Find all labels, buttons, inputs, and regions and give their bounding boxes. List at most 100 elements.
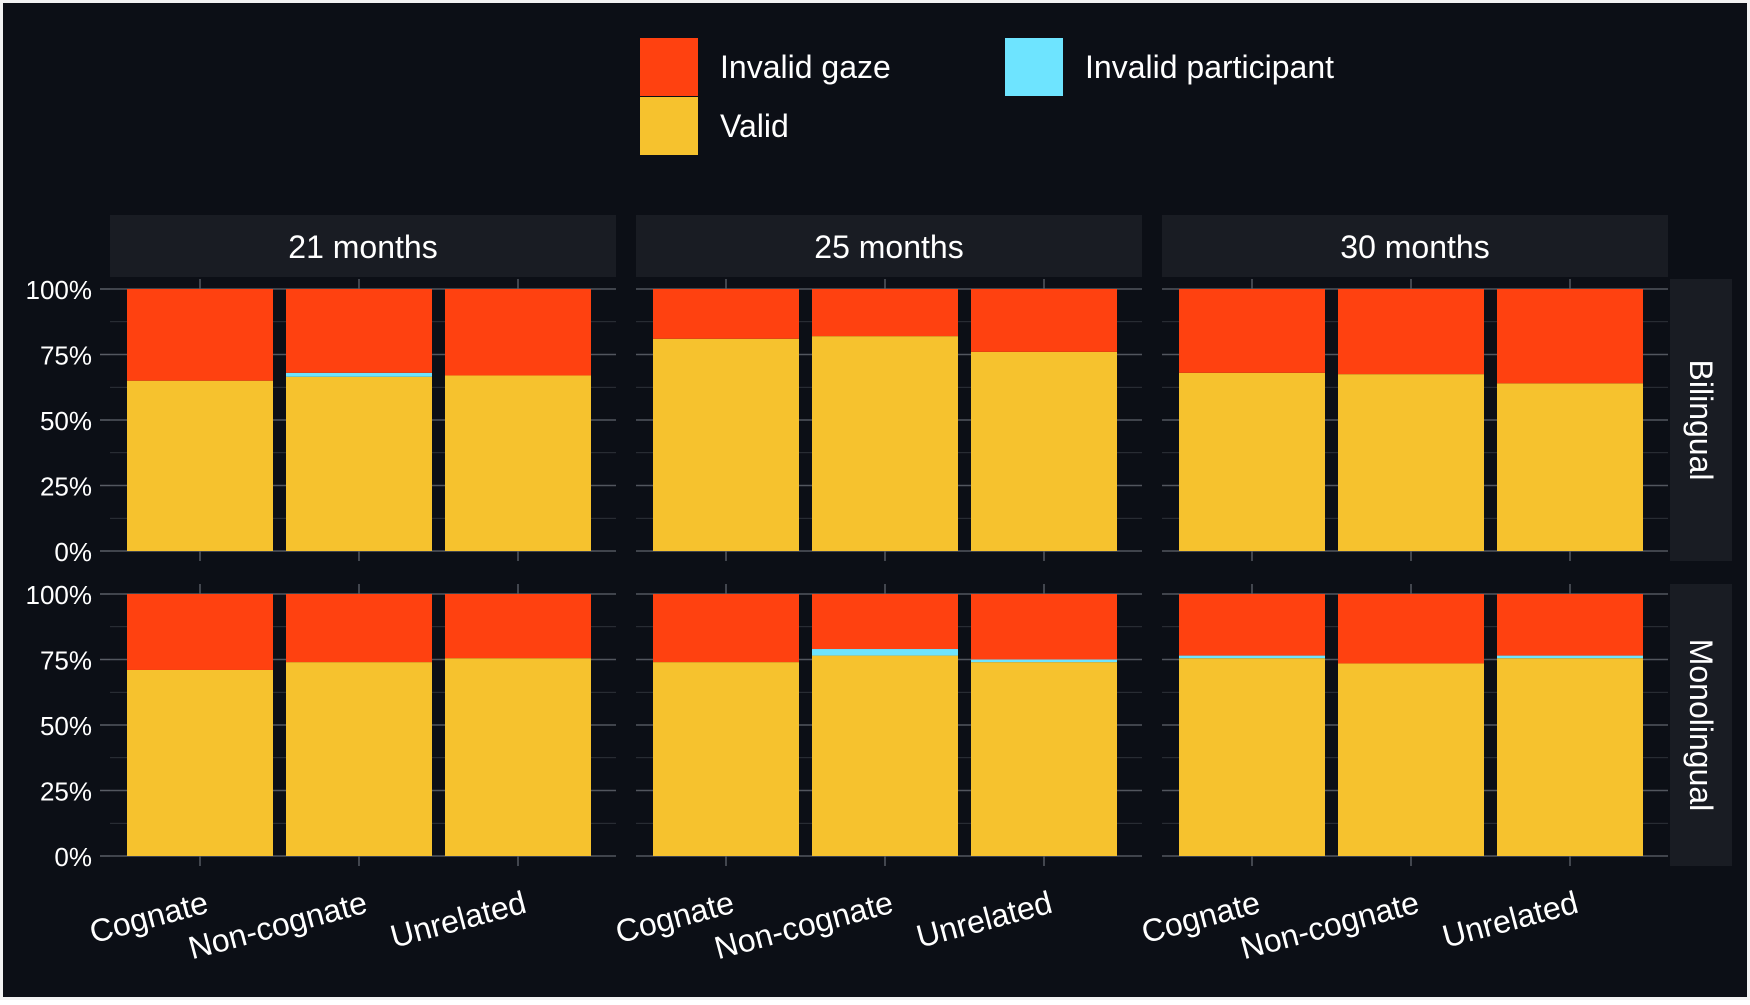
y-tick-label: 50% — [40, 711, 92, 741]
bar-segment-invalid-gaze — [1497, 289, 1643, 384]
bar-stack-non-cognate — [1338, 594, 1484, 856]
bar-stack-non-cognate — [286, 289, 432, 551]
bar-segment-invalid-gaze — [1179, 289, 1325, 373]
strip-row-label: Bilingual — [1683, 360, 1719, 481]
bar-segment-valid — [1497, 658, 1643, 856]
y-axis-row-2: 0% 25% 50% 75% 100% — [26, 580, 110, 872]
bar-segment-valid — [445, 375, 591, 551]
y-axis-row-1: 0% 25% 50% 75% 100% — [26, 275, 110, 567]
strip-col-bg — [636, 215, 1142, 277]
bar-segment-valid — [1497, 383, 1643, 551]
bar-segment-invalid-gaze — [1497, 594, 1643, 656]
bar-segment-invalid-gaze — [445, 289, 591, 376]
bar-segment-invalid-gaze — [971, 594, 1117, 660]
strip-row-monolingual: Monolingual — [1670, 584, 1732, 866]
strip-col-25-months: 25 months — [636, 215, 1142, 277]
bar-segment-invalid-gaze — [127, 289, 273, 381]
bar-stack-unrelated — [1497, 289, 1643, 551]
bar-segment-valid — [971, 351, 1117, 551]
bar-stack-unrelated — [445, 594, 591, 856]
bar-stack-non-cognate — [1338, 289, 1484, 551]
bar-segment-valid — [1179, 658, 1325, 856]
panel-bilingual-30-months — [1162, 279, 1668, 561]
y-tick-label: 75% — [40, 341, 92, 371]
panel-bilingual-21-months — [110, 279, 616, 561]
bar-stack-cognate — [653, 594, 799, 856]
bar-segment-invalid-participant — [971, 659, 1117, 663]
bar-segment-invalid-gaze — [1338, 289, 1484, 375]
bar-segment-invalid-gaze — [445, 594, 591, 659]
bar-segment-valid — [812, 336, 958, 551]
y-tick-label: 75% — [40, 646, 92, 676]
bar-segment-valid — [653, 662, 799, 856]
legend-item-invalid-gaze: Invalid gaze — [640, 38, 891, 96]
bar-segment-invalid-gaze — [653, 289, 799, 339]
bar-stack-non-cognate — [812, 594, 958, 856]
strip-col-21-months: 21 months — [110, 215, 616, 277]
legend-item-valid: Valid — [640, 97, 789, 155]
legend-label-valid: Valid — [720, 108, 789, 144]
bar-segment-valid — [445, 658, 591, 856]
bar-segment-valid — [127, 669, 273, 856]
bar-segment-invalid-gaze — [971, 289, 1117, 352]
bar-segment-invalid-gaze — [812, 289, 958, 337]
legend-swatch-invalid-participant — [1005, 38, 1063, 96]
y-tick-label: 25% — [40, 472, 92, 502]
bar-stack-unrelated — [971, 289, 1117, 551]
bar-segment-invalid-gaze — [1179, 594, 1325, 656]
strip-col-bg — [110, 215, 616, 277]
y-tick-label: 25% — [40, 777, 92, 807]
bar-segment-valid — [1179, 372, 1325, 551]
bar-stack-unrelated — [971, 594, 1117, 856]
bar-segment-invalid-gaze — [812, 594, 958, 650]
bar-segment-invalid-gaze — [286, 289, 432, 373]
panel-monolingual-30-months — [1162, 584, 1668, 866]
bar-segment-valid — [1338, 663, 1484, 856]
bar-segment-valid — [653, 338, 799, 551]
bar-segment-valid — [1338, 374, 1484, 551]
strip-col-label: 30 months — [1340, 229, 1489, 265]
bar-segment-invalid-participant — [286, 372, 432, 377]
bar-segment-invalid-gaze — [1338, 594, 1484, 664]
bar-stack-unrelated — [1497, 594, 1643, 856]
strip-col-label: 21 months — [288, 229, 437, 265]
bar-stack-non-cognate — [286, 594, 432, 856]
panel-bilingual-25-months — [636, 279, 1142, 561]
legend-item-invalid-participant: Invalid participant — [1005, 38, 1334, 96]
bar-stack-cognate — [1179, 594, 1325, 856]
bar-stack-cognate — [127, 594, 273, 856]
legend-swatch-valid — [640, 97, 698, 155]
strip-row-bilingual: Bilingual — [1670, 279, 1732, 561]
strip-col-30-months: 30 months — [1162, 215, 1668, 277]
bar-segment-valid — [127, 380, 273, 551]
legend-label-invalid-gaze: Invalid gaze — [720, 49, 891, 85]
bar-segment-invalid-participant — [1497, 655, 1643, 659]
strip-row-label: Monolingual — [1683, 639, 1719, 812]
y-tick-label: 0% — [54, 537, 92, 567]
bar-segment-valid — [812, 655, 958, 856]
panel-monolingual-21-months — [110, 584, 616, 866]
bar-segment-invalid-participant — [1179, 655, 1325, 659]
bar-stack-cognate — [127, 289, 273, 551]
bar-segment-valid — [971, 662, 1117, 856]
bar-segment-invalid-gaze — [286, 594, 432, 663]
y-tick-label: 100% — [26, 275, 93, 305]
strip-row-bg — [1670, 279, 1732, 561]
y-tick-label: 100% — [26, 580, 93, 610]
bar-segment-valid — [286, 662, 432, 856]
strip-col-label: 25 months — [814, 229, 963, 265]
bar-segment-invalid-gaze — [127, 594, 273, 670]
bar-segment-invalid-gaze — [653, 594, 799, 663]
bar-stack-cognate — [1179, 289, 1325, 551]
y-tick-label: 50% — [40, 406, 92, 436]
strip-row-bg — [1670, 584, 1732, 866]
bar-segment-invalid-participant — [812, 649, 958, 656]
strip-col-bg — [1162, 215, 1668, 277]
panel-monolingual-25-months — [636, 584, 1142, 866]
bar-stack-cognate — [653, 289, 799, 551]
y-tick-label: 0% — [54, 842, 92, 872]
legend-swatch-invalid-gaze — [640, 38, 698, 96]
bar-stack-non-cognate — [812, 289, 958, 551]
